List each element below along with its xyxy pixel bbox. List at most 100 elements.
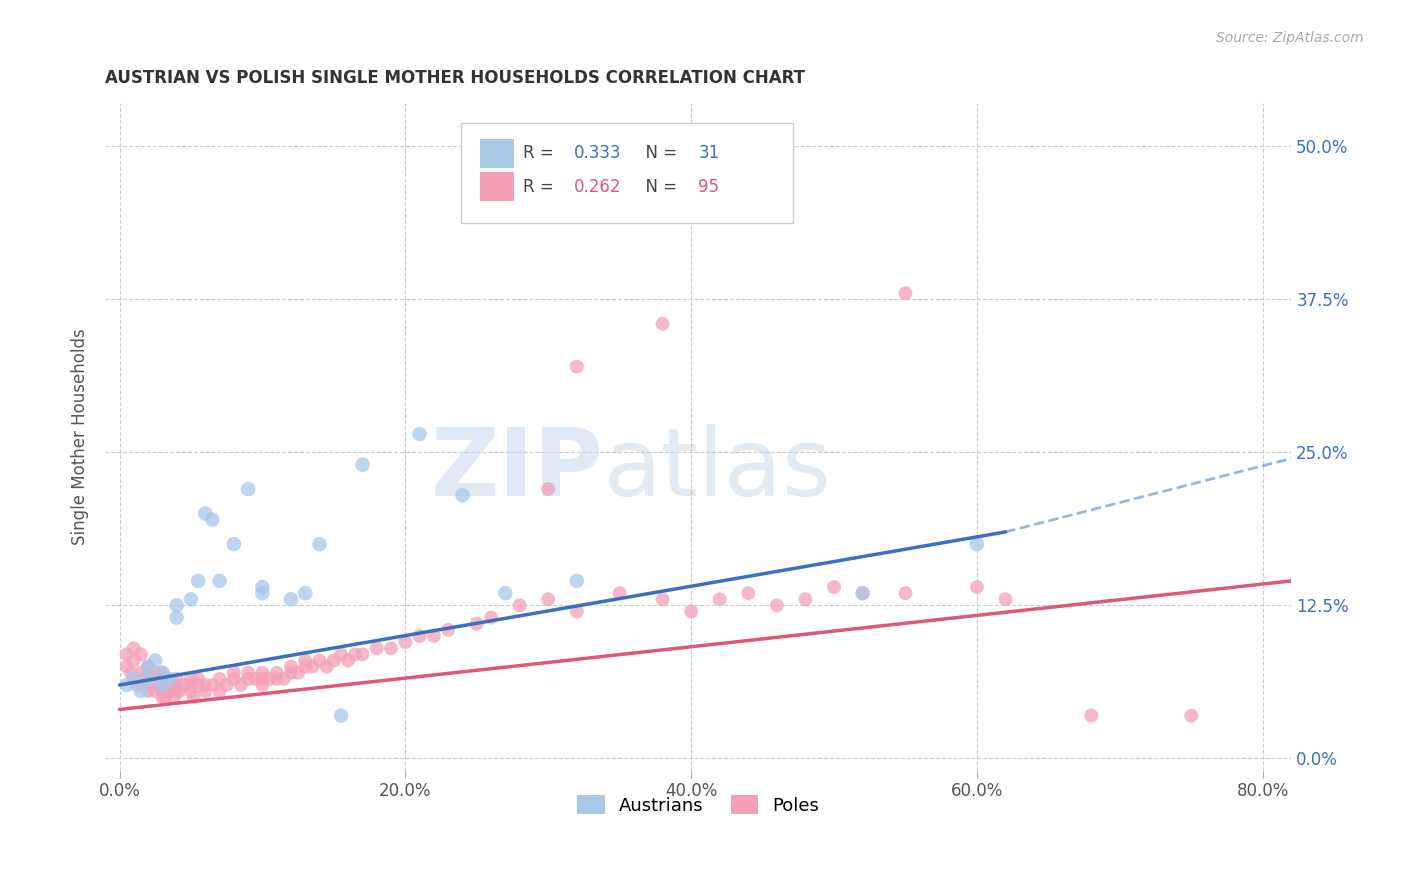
Point <box>280 659 302 673</box>
Point <box>187 678 209 692</box>
Point <box>437 623 460 637</box>
Text: atlas: atlas <box>603 425 831 516</box>
Point <box>159 684 181 698</box>
Text: Source: ZipAtlas.com: Source: ZipAtlas.com <box>1216 31 1364 45</box>
Point <box>122 641 145 656</box>
Point <box>129 648 152 662</box>
Point <box>479 610 502 624</box>
Point <box>651 592 673 607</box>
Point <box>894 286 917 301</box>
Point <box>136 659 159 673</box>
Point <box>122 672 145 686</box>
Point <box>150 690 173 705</box>
Point <box>194 678 217 692</box>
Point <box>129 665 152 680</box>
Point <box>465 616 488 631</box>
Point <box>301 659 323 673</box>
Point <box>201 513 224 527</box>
Point <box>180 592 202 607</box>
Point <box>565 574 588 588</box>
Point <box>143 653 166 667</box>
Text: 0.333: 0.333 <box>574 145 621 162</box>
Point <box>150 678 173 692</box>
Point <box>122 672 145 686</box>
Point <box>423 629 446 643</box>
Point <box>208 672 231 686</box>
Point <box>245 672 267 686</box>
Point <box>134 672 156 686</box>
Point <box>266 672 288 686</box>
Point <box>273 672 295 686</box>
Point <box>252 665 274 680</box>
Text: 0.262: 0.262 <box>574 178 621 195</box>
Point <box>208 684 231 698</box>
Point <box>150 665 173 680</box>
Point <box>537 482 560 496</box>
Point <box>148 678 170 692</box>
Point <box>143 665 166 680</box>
Point <box>287 665 309 680</box>
Point <box>136 672 159 686</box>
Point <box>115 659 138 673</box>
Point <box>330 708 353 723</box>
Point <box>794 592 817 607</box>
Point <box>150 672 173 686</box>
Point <box>366 641 388 656</box>
Point <box>408 427 430 442</box>
Point <box>509 599 531 613</box>
Point <box>169 684 191 698</box>
Point <box>280 592 302 607</box>
Point <box>136 659 159 673</box>
Point <box>322 653 344 667</box>
Point <box>236 482 259 496</box>
Point <box>252 678 274 692</box>
Point <box>709 592 731 607</box>
Text: 31: 31 <box>699 145 720 162</box>
Point <box>159 672 181 686</box>
Point <box>308 537 330 551</box>
Point <box>166 610 188 624</box>
Point <box>451 488 474 502</box>
Point <box>122 653 145 667</box>
Point <box>187 672 209 686</box>
Point <box>180 678 202 692</box>
FancyBboxPatch shape <box>461 123 793 224</box>
Text: N =: N = <box>636 178 683 195</box>
Point <box>163 690 186 705</box>
Point <box>150 678 173 692</box>
Point <box>180 672 202 686</box>
Point <box>737 586 759 600</box>
Point <box>1180 708 1202 723</box>
Point <box>1080 708 1102 723</box>
Point <box>823 580 845 594</box>
Point <box>537 592 560 607</box>
Point <box>494 586 516 600</box>
Point <box>183 690 205 705</box>
Point <box>125 678 148 692</box>
Text: R =: R = <box>523 178 558 195</box>
Point <box>280 665 302 680</box>
Point <box>159 678 181 692</box>
Point <box>681 605 703 619</box>
Point <box>352 648 374 662</box>
Point <box>609 586 631 600</box>
Point <box>380 641 402 656</box>
Point <box>852 586 875 600</box>
Point <box>115 678 138 692</box>
Point <box>894 586 917 600</box>
Point <box>187 574 209 588</box>
Point <box>852 586 875 600</box>
Point <box>236 665 259 680</box>
Point <box>565 605 588 619</box>
Point <box>294 586 316 600</box>
Point <box>143 684 166 698</box>
Point <box>139 678 162 692</box>
Point <box>136 665 159 680</box>
Point <box>236 672 259 686</box>
Point <box>966 537 988 551</box>
Point <box>222 537 245 551</box>
Point <box>294 659 316 673</box>
Y-axis label: Single Mother Households: Single Mother Households <box>72 328 89 545</box>
Point <box>180 684 202 698</box>
Point <box>150 665 173 680</box>
